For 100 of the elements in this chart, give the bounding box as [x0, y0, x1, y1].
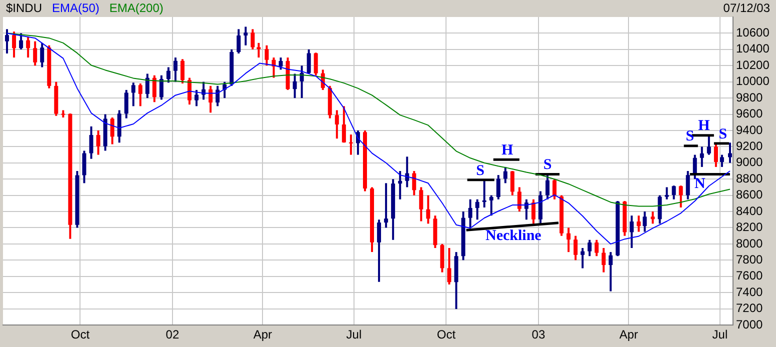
- candlestick: [159, 74, 164, 101]
- candlestick: [61, 109, 66, 119]
- candlestick: [314, 52, 318, 76]
- candlestick: [419, 186, 424, 222]
- candlestick: [124, 88, 128, 120]
- candlestick: [5, 28, 10, 54]
- y-tick-label: 10000: [736, 74, 770, 88]
- candlestick: [26, 35, 30, 59]
- annotation: H: [698, 118, 710, 134]
- annotation: S: [718, 126, 728, 142]
- annotation: N: [694, 176, 706, 192]
- candlestick: [664, 186, 669, 200]
- x-tick-label: 02: [166, 328, 180, 342]
- candlestick: [636, 214, 641, 233]
- annotation: H: [502, 142, 514, 159]
- candlestick: [503, 166, 508, 184]
- candlestick: [608, 251, 613, 292]
- candlestick: [117, 109, 122, 144]
- candlestick: [728, 142, 732, 164]
- x-tick-label: Apr: [253, 328, 272, 342]
- candlestick: [447, 247, 452, 286]
- candlestick: [145, 72, 150, 100]
- candlestick: [594, 238, 599, 258]
- x-tick-label: Oct: [436, 328, 456, 342]
- candlestick: [602, 247, 606, 274]
- candlestick: [398, 170, 402, 200]
- y-tick-label: 8000: [736, 236, 764, 250]
- candlestick: [468, 198, 472, 229]
- candlestick: [531, 198, 536, 225]
- annotation: Neckline: [485, 228, 542, 244]
- candlestick: [278, 56, 283, 71]
- candlestick: [166, 66, 170, 84]
- y-tick-label: 7200: [736, 301, 764, 316]
- x-tick-label: Jul: [712, 328, 728, 342]
- candlestick: [110, 116, 114, 146]
- candlestick: [714, 142, 718, 168]
- candlestick: [580, 247, 585, 270]
- annotation: S: [476, 162, 484, 179]
- candlestick: [292, 72, 297, 100]
- candlestick: [194, 88, 199, 108]
- candlestick: [306, 48, 311, 75]
- y-tick-label: 10400: [736, 42, 770, 56]
- candlestick: [545, 174, 550, 200]
- candlestick: [334, 109, 339, 140]
- candlestick: [96, 129, 100, 156]
- candlestick: [138, 82, 142, 108]
- x-tick-label: Oct: [70, 328, 90, 342]
- candlestick: [89, 125, 94, 160]
- candlestick: [552, 178, 557, 200]
- candlestick: [384, 182, 388, 229]
- x-tick-label: Jul: [346, 328, 362, 342]
- candlestick: [720, 154, 724, 168]
- candlestick: [377, 218, 382, 283]
- candlestick: [12, 30, 16, 59]
- candlestick: [496, 174, 500, 200]
- candlestick: [574, 234, 578, 262]
- candlestick: [264, 44, 269, 67]
- y-tick-label: 7400: [736, 284, 764, 299]
- text: EMA(50): [52, 1, 100, 15]
- candlestick: [517, 186, 522, 213]
- y-tick-label: 7600: [736, 268, 764, 283]
- text: EMA(200): [109, 1, 164, 15]
- candlestick: [342, 105, 346, 144]
- candlestick: [510, 170, 514, 196]
- y-tick-label: 10600: [736, 26, 770, 40]
- text: 07/12/03: [723, 1, 770, 15]
- candlestick: [250, 28, 255, 50]
- candlestick: [475, 198, 480, 221]
- y-tick-label: 7000: [736, 317, 764, 332]
- candlestick: [658, 194, 662, 225]
- candlestick: [82, 150, 86, 184]
- candlestick: [566, 226, 571, 254]
- candlestick: [40, 42, 44, 68]
- candlestick: [672, 184, 676, 200]
- candlestick: [180, 58, 184, 84]
- y-tick-label: 8200: [736, 220, 764, 234]
- candlestick: [588, 238, 592, 258]
- candlestick: [216, 84, 220, 108]
- candlestick: [678, 184, 683, 208]
- candlestick: [348, 134, 353, 156]
- y-tick-label: 9200: [736, 138, 764, 153]
- candlestick: [686, 170, 690, 200]
- candlestick: [131, 82, 136, 108]
- candlestick: [489, 194, 494, 217]
- candlestick: [236, 28, 241, 54]
- candlestick: [440, 242, 444, 274]
- x-tick-label: Apr: [619, 328, 638, 342]
- chart-title: $INDU: [6, 1, 42, 15]
- candlestick: [173, 56, 178, 83]
- candlestick: [630, 214, 634, 249]
- candlestick: [152, 74, 156, 104]
- y-tick-label: 8600: [736, 188, 764, 202]
- y-tick-label: 8400: [736, 204, 764, 218]
- candlestick: [33, 40, 38, 67]
- candlestick: [244, 26, 248, 46]
- candlestick: [208, 84, 213, 114]
- candlestick: [19, 32, 24, 50]
- y-tick-label: 8800: [736, 171, 764, 186]
- y-tick-label: 9800: [736, 90, 764, 104]
- candlestick: [482, 178, 486, 208]
